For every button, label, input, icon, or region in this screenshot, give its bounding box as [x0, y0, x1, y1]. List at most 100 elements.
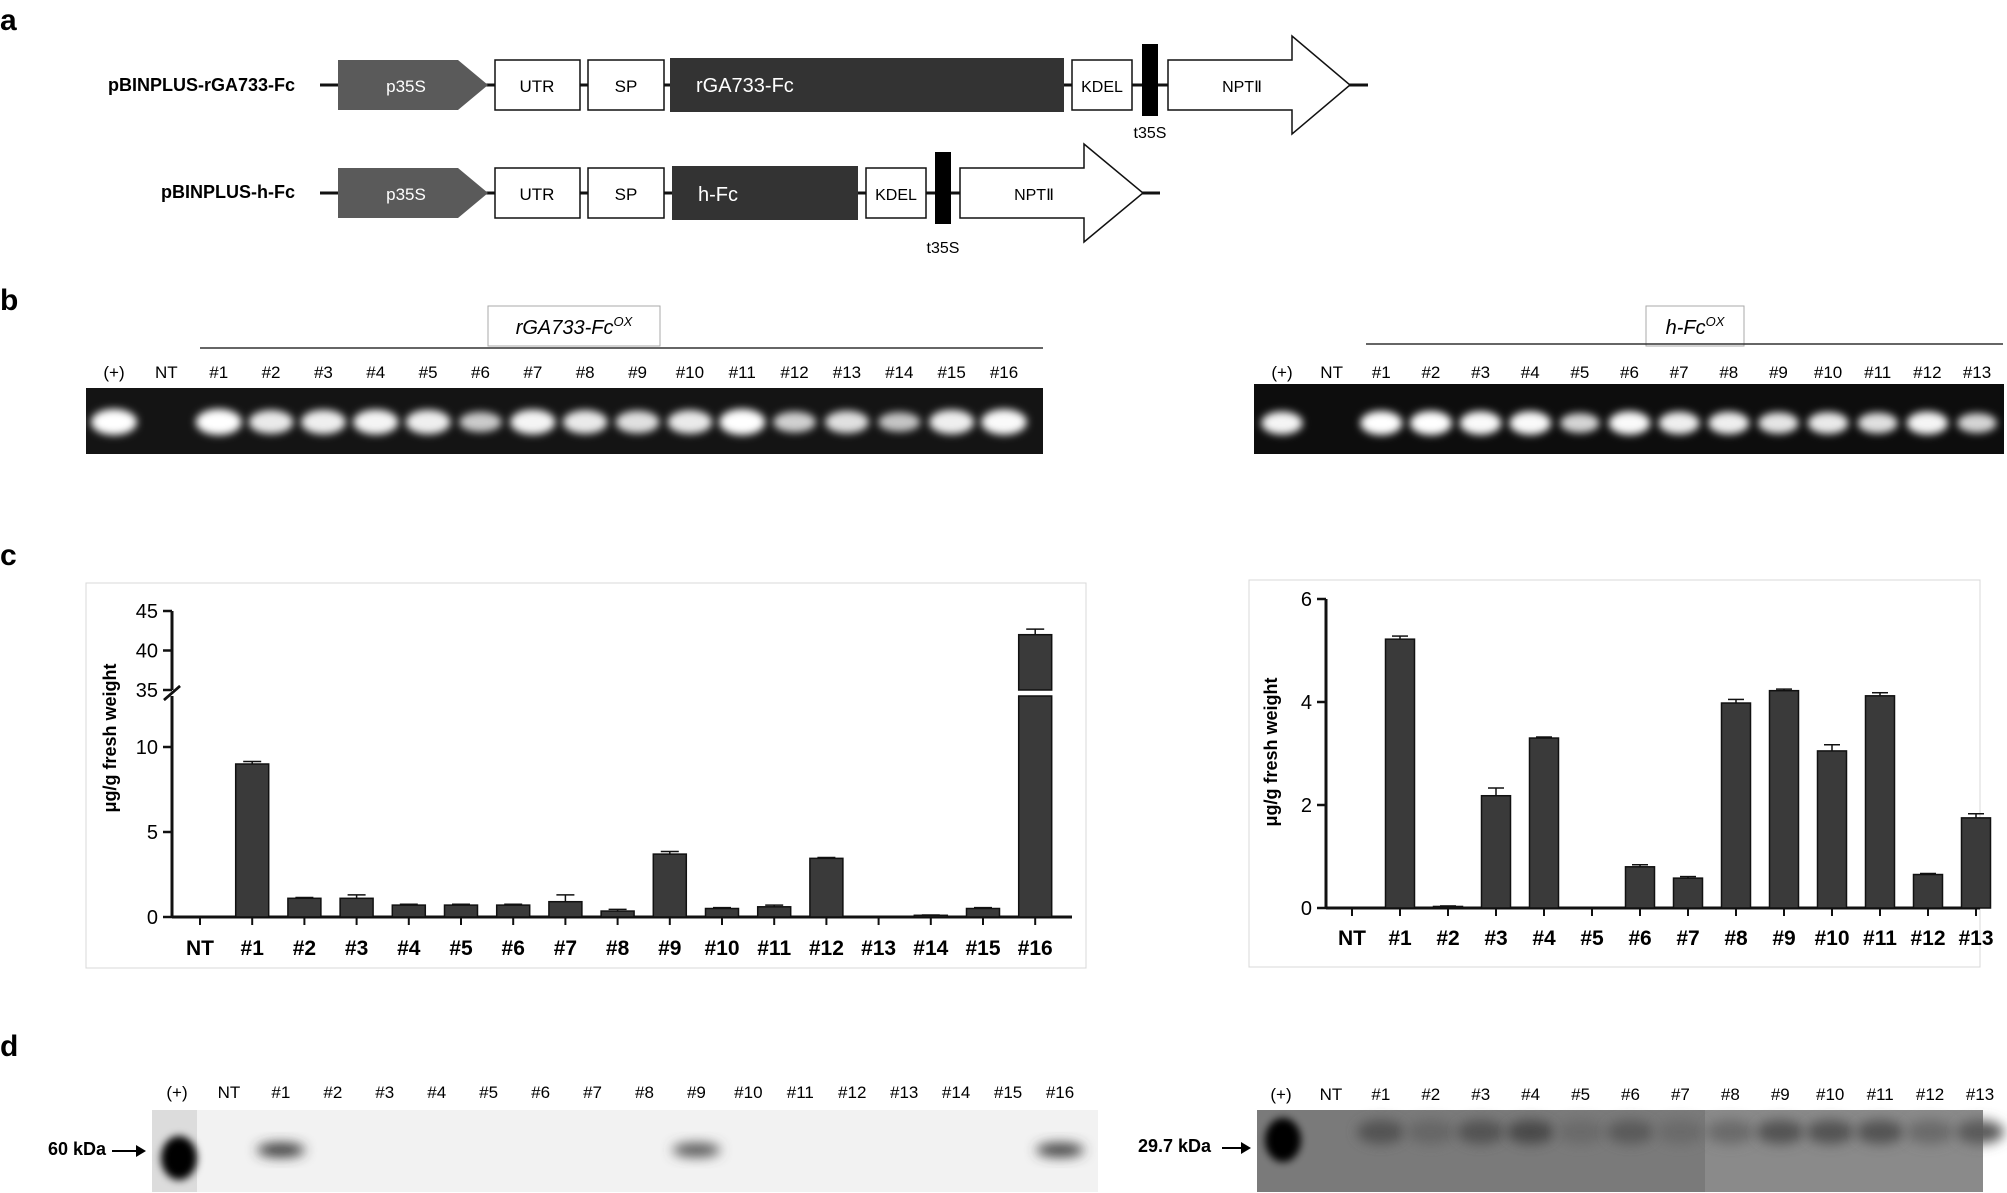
- blot-band: [1906, 1120, 1955, 1144]
- bar: [756, 906, 792, 918]
- bar: [495, 904, 531, 918]
- gel-band: [615, 410, 660, 434]
- npt-arrow: [959, 142, 1145, 244]
- bar: [1624, 866, 1656, 909]
- western-blot-right: (+) NT #1 #2 #3 #4 #5 #6 #7 #8 #9 #10 #11 #12 #13 29.7…: [1138, 1085, 2004, 1192]
- blot-band: [1756, 1120, 1805, 1144]
- sp-label: SP: [615, 185, 638, 204]
- lane-label: #4: [1521, 1085, 1540, 1104]
- lane-label: #1: [1372, 363, 1391, 382]
- gene-box: [670, 58, 1064, 112]
- gel-title-main: rGA733-Fc: [516, 317, 614, 339]
- kdel-label: KDEL: [1081, 79, 1123, 96]
- utr-label: UTR: [520, 77, 555, 96]
- x-tick-label: #2: [293, 937, 316, 960]
- gel-band: [1360, 411, 1403, 435]
- x-tick-label: #10: [704, 937, 739, 960]
- x-tick-label: #10: [1814, 927, 1849, 950]
- gel-band: [1608, 411, 1651, 435]
- blot-band: [1506, 1120, 1555, 1144]
- lane-label: #4: [427, 1083, 446, 1102]
- blot-band: [1806, 1120, 1855, 1144]
- lane-label: #10: [1814, 363, 1842, 382]
- lane-label: #2: [323, 1083, 342, 1102]
- x-tick-label: #16: [1018, 937, 1053, 960]
- lane-label: #1: [271, 1083, 290, 1102]
- gel-title: rGA733-FcOX: [516, 314, 634, 339]
- bar: [1960, 817, 1992, 909]
- x-tick-label: #5: [1580, 927, 1604, 950]
- gel-band: [248, 410, 294, 434]
- gel-band: [1560, 413, 1600, 433]
- npt-label: NPTⅡ: [1222, 79, 1262, 96]
- gel-band: [667, 410, 713, 434]
- kdel-box: [865, 167, 927, 219]
- bar: [704, 907, 740, 918]
- gel-band: [719, 409, 766, 435]
- x-tick-label: #9: [1772, 927, 1795, 950]
- lane-label: #7: [583, 1083, 602, 1102]
- y-tick-label: 2: [1301, 795, 1312, 817]
- lane-label: #3: [1471, 363, 1490, 382]
- gel-band: [824, 410, 869, 434]
- lane-label: #9: [1769, 363, 1788, 382]
- y-tick-label: 35: [136, 680, 158, 702]
- x-tick-label: NT: [1338, 927, 1366, 950]
- x-tick-label: #12: [809, 937, 844, 960]
- panel-letter-c: c: [0, 539, 17, 572]
- sp-box: [587, 167, 665, 219]
- terminator-label: t35S: [927, 240, 960, 257]
- y-axis-label: μg/g fresh weight: [100, 663, 120, 812]
- marker-label: 29.7 kDa: [1138, 1136, 1212, 1156]
- gel-band: [1906, 411, 1949, 435]
- bar: [1672, 877, 1704, 909]
- x-tick-label: #12: [1910, 927, 1945, 950]
- bar: [391, 904, 427, 918]
- blot-band: [1356, 1120, 1405, 1144]
- blot-band: [1956, 1120, 2004, 1144]
- gel-band: [1509, 411, 1552, 435]
- lane-label: #5: [419, 363, 438, 382]
- lane-label: #5: [479, 1083, 498, 1102]
- y-axis-label: μg/g fresh weight: [1261, 677, 1281, 826]
- x-tick-label: #6: [1628, 927, 1651, 950]
- lane-label: #6: [1620, 363, 1639, 382]
- gel-band: [459, 411, 502, 433]
- lane-label: #10: [734, 1083, 762, 1102]
- gel-band: [1658, 411, 1700, 435]
- lane-label: #16: [1046, 1083, 1074, 1102]
- lane-label: #3: [314, 363, 333, 382]
- blot-band: [1706, 1120, 1755, 1144]
- x-tick-label: #3: [1484, 927, 1507, 950]
- promoter-p35s: [338, 168, 488, 218]
- x-tick-label: #6: [502, 937, 525, 960]
- title-box: [1645, 305, 1745, 347]
- gel-band: [773, 411, 817, 433]
- construct-h-fc: pBINPLUS-h-Fc p35S UTR SP h-Fc KDEL t35S…: [161, 142, 1160, 257]
- x-tick-label: #2: [1436, 927, 1459, 950]
- utr-box: [494, 167, 581, 219]
- lane-label: #9: [1771, 1085, 1790, 1104]
- blot-band: [1456, 1120, 1505, 1144]
- lane-label: #6: [531, 1083, 550, 1102]
- blot-band: [1036, 1143, 1084, 1157]
- gel-title: h-FcOX: [1666, 314, 1726, 339]
- construct-name: pBINPLUS-h-Fc: [161, 182, 295, 202]
- marker-arrowhead: [136, 1145, 146, 1157]
- gel-band: [1708, 411, 1750, 435]
- gene-label: h-Fc: [698, 184, 738, 206]
- title-box: [487, 305, 661, 347]
- promoter-label: p35S: [386, 77, 426, 96]
- lane-label: #12: [780, 363, 808, 382]
- blot-image: [152, 1110, 1098, 1192]
- y-tick-label: 0: [1301, 898, 1312, 920]
- lane-label: #14: [942, 1083, 970, 1102]
- bar: [1720, 702, 1752, 909]
- lane-label: #4: [1521, 363, 1540, 382]
- lane-label: #7: [1670, 363, 1689, 382]
- bar: [1864, 695, 1896, 909]
- pcr-gel-left: rGA733-FcOX (+) NT #1 #2 #3 #4 #5 #6 #7 #8 #9 #10 #1…: [86, 305, 1043, 454]
- npt-label: NPTⅡ: [1014, 187, 1054, 204]
- gel-band: [878, 412, 921, 432]
